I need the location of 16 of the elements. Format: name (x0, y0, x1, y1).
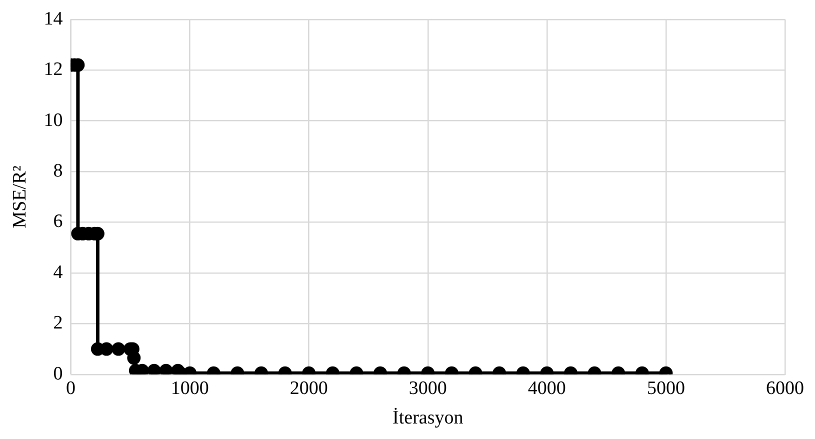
y-tick-label: 14 (44, 8, 64, 30)
x-tick-label: 2000 (290, 378, 328, 399)
y-tick-label: 10 (44, 110, 63, 131)
x-axis-title: İterasyon (392, 408, 464, 429)
y-tick-label: 2 (53, 312, 63, 334)
x-tick-label: 4000 (528, 378, 566, 399)
y-tick-label: 4 (53, 262, 64, 283)
x-tick-label: 1000 (170, 378, 209, 399)
y-tick-label: 12 (44, 59, 63, 80)
x-tick-label: 3000 (408, 378, 447, 399)
y-tick-label: 6 (53, 211, 63, 232)
y-axis-title: MSE/R² (9, 165, 30, 228)
x-tick-label: 5000 (646, 378, 685, 399)
x-tick-label: 6000 (766, 378, 804, 399)
y-tick-label: 8 (53, 160, 63, 182)
y-tick-label: 0 (53, 363, 63, 384)
